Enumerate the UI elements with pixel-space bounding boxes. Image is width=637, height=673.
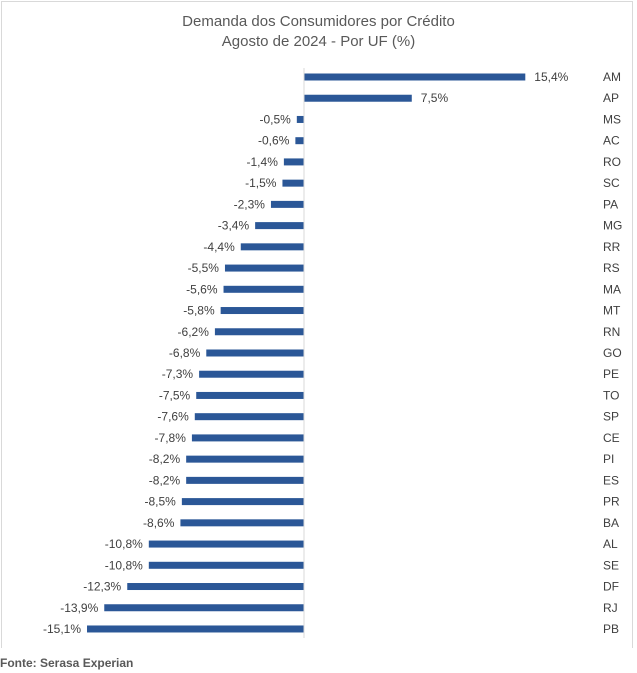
data-label: 15,4% [534, 70, 568, 84]
data-label: -10,8% [105, 558, 143, 572]
category-label: RJ [603, 601, 618, 615]
data-label: -13,9% [60, 601, 98, 615]
source-note: Fonte: Serasa Experian [0, 656, 134, 670]
bar-BA [180, 519, 304, 527]
bar-AM [304, 73, 526, 81]
bar-SP [194, 413, 304, 421]
category-label: PR [603, 495, 620, 509]
data-label: -10,8% [105, 537, 143, 551]
bar-MS [296, 115, 304, 123]
category-label: AM [603, 70, 621, 84]
bar-PI [186, 455, 304, 463]
data-label: -8,2% [149, 473, 181, 487]
category-label: BA [603, 516, 619, 530]
category-label: PA [603, 197, 618, 211]
data-label: -1,5% [245, 176, 277, 190]
category-label: SE [603, 558, 619, 572]
category-label: RO [603, 155, 621, 169]
data-label: -2,3% [234, 197, 266, 211]
bar-AC [295, 137, 304, 145]
data-label: -1,4% [247, 155, 279, 169]
category-label: AL [603, 537, 618, 551]
data-label: 7,5% [421, 91, 449, 105]
bar-DF [127, 583, 305, 591]
data-label: -0,6% [258, 134, 290, 148]
category-label: RN [603, 325, 620, 339]
data-label: -8,5% [144, 495, 176, 509]
category-label: SC [603, 176, 620, 190]
chart-subtitle: Agosto de 2024 - Por UF (%) [221, 33, 416, 50]
category-label: TO [603, 388, 619, 402]
data-label: -7,5% [159, 388, 191, 402]
category-label: PI [603, 452, 614, 466]
bar-SC [282, 179, 304, 187]
category-label: RR [603, 240, 621, 254]
data-label: -7,8% [155, 431, 187, 445]
bar-PA [270, 200, 304, 208]
data-label: -3,4% [218, 219, 250, 233]
category-label: PE [603, 367, 619, 381]
chart-title: Demanda dos Consumidores por Crédito [182, 13, 455, 30]
bar-GO [206, 349, 304, 357]
data-label: -7,3% [162, 367, 194, 381]
category-label: MS [603, 112, 621, 126]
data-label: -8,6% [143, 516, 175, 530]
data-label: -5,6% [186, 282, 218, 296]
category-label: CE [603, 431, 620, 445]
data-label: -5,5% [188, 261, 220, 275]
bar-CE [191, 434, 304, 442]
bar-ES [186, 476, 304, 484]
data-label: -8,2% [149, 452, 181, 466]
category-label: MA [603, 282, 621, 296]
data-label: -6,2% [178, 325, 210, 339]
bar-RR [240, 243, 304, 251]
category-label: PB [603, 622, 619, 636]
bar-MG [255, 222, 304, 230]
bar-RN [214, 328, 304, 336]
category-label: ES [603, 473, 619, 487]
bar-PE [199, 370, 304, 378]
bar-AP [304, 94, 412, 102]
category-label: DF [603, 580, 619, 594]
category-label: MG [603, 219, 622, 233]
bar-PB [87, 625, 304, 633]
chart-frame [1, 1, 633, 648]
data-label: -12,3% [83, 580, 121, 594]
data-label: -5,8% [183, 304, 215, 318]
bar-SE [148, 561, 304, 569]
category-label: RS [603, 261, 620, 275]
bar-MA [223, 285, 304, 293]
data-label: -7,6% [157, 410, 189, 424]
bar-AL [148, 540, 304, 548]
category-label: AC [603, 134, 620, 148]
bar-RO [283, 158, 304, 166]
category-label: SP [603, 410, 619, 424]
bar-RJ [104, 604, 304, 612]
data-label: -6,8% [169, 346, 201, 360]
data-label: -0,5% [259, 112, 291, 126]
bar-PR [181, 498, 304, 506]
bar-RS [224, 264, 304, 272]
data-label: -4,4% [203, 240, 235, 254]
bar-MT [220, 307, 304, 315]
category-label: AP [603, 91, 619, 105]
data-label: -15,1% [43, 622, 81, 636]
category-label: GO [603, 346, 622, 360]
category-label: MT [603, 304, 621, 318]
bar-TO [196, 391, 304, 399]
